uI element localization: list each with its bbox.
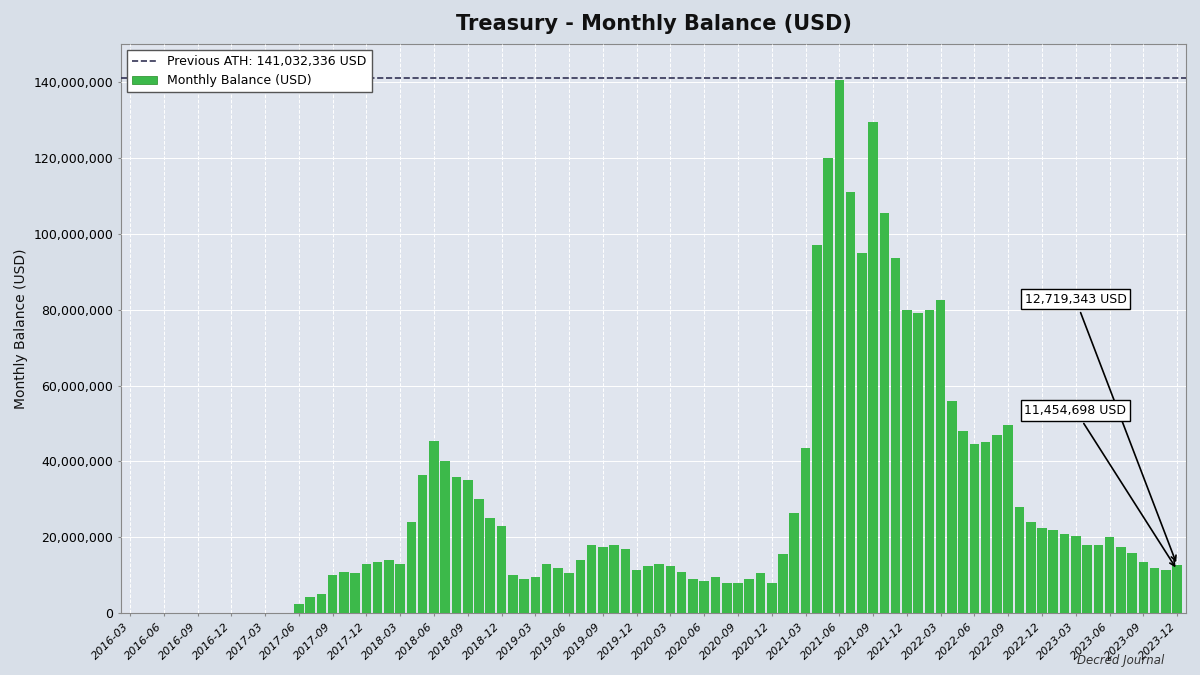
Bar <box>497 526 506 614</box>
Bar <box>959 431 968 614</box>
Bar <box>1026 522 1036 614</box>
Bar <box>564 574 574 614</box>
Bar <box>463 481 473 614</box>
Bar <box>418 475 427 614</box>
Bar <box>610 545 619 614</box>
Bar <box>474 500 484 614</box>
Bar <box>857 252 866 614</box>
Bar <box>350 574 360 614</box>
Bar <box>643 566 653 614</box>
Bar <box>553 568 563 614</box>
Bar <box>407 522 416 614</box>
Bar <box>710 577 720 614</box>
Bar <box>767 583 776 614</box>
Bar <box>632 570 642 614</box>
Text: 12,719,343 USD: 12,719,343 USD <box>1025 293 1176 561</box>
Bar <box>1162 570 1171 614</box>
Bar <box>1127 553 1136 614</box>
Bar <box>1003 425 1013 614</box>
Bar <box>779 554 788 614</box>
Y-axis label: Monthly Balance (USD): Monthly Balance (USD) <box>14 248 28 409</box>
Bar <box>1093 545 1103 614</box>
Bar <box>744 579 754 614</box>
Bar <box>1037 528 1046 614</box>
Bar <box>654 564 664 614</box>
Bar <box>880 213 889 614</box>
Title: Treasury - Monthly Balance (USD): Treasury - Monthly Balance (USD) <box>456 14 852 34</box>
Bar <box>384 560 394 614</box>
Bar <box>823 158 833 614</box>
Bar <box>598 547 607 614</box>
Bar <box>913 313 923 614</box>
Bar <box>756 574 766 614</box>
Bar <box>451 477 461 614</box>
Bar <box>890 259 900 614</box>
Bar <box>1049 530 1058 614</box>
Bar <box>677 572 686 614</box>
Bar <box>1105 537 1115 614</box>
Bar <box>992 435 1002 614</box>
Bar <box>576 560 586 614</box>
Bar <box>812 245 822 614</box>
Bar <box>1082 545 1092 614</box>
Bar <box>947 401 956 614</box>
Bar <box>1060 534 1069 614</box>
Bar <box>520 579 529 614</box>
Text: Decred Journal: Decred Journal <box>1076 654 1164 667</box>
Bar <box>733 583 743 614</box>
Bar <box>936 300 946 614</box>
Bar <box>440 462 450 614</box>
Bar <box>800 448 810 614</box>
Bar <box>361 564 371 614</box>
Bar <box>1139 562 1148 614</box>
Bar <box>980 443 990 614</box>
Bar <box>688 579 697 614</box>
Bar <box>1116 547 1126 614</box>
Bar <box>834 80 844 614</box>
Bar <box>305 597 314 614</box>
Bar <box>620 549 630 614</box>
Bar <box>722 583 732 614</box>
Bar <box>666 566 676 614</box>
Bar <box>846 192 856 614</box>
Bar <box>1070 535 1080 614</box>
Bar <box>587 545 596 614</box>
Bar <box>317 595 326 614</box>
Bar <box>328 575 337 614</box>
Bar <box>790 513 799 614</box>
Bar <box>508 575 517 614</box>
Bar <box>1150 568 1159 614</box>
Bar <box>530 577 540 614</box>
Bar <box>1172 565 1182 614</box>
Bar <box>486 518 496 614</box>
Bar <box>430 441 439 614</box>
Bar <box>294 604 304 614</box>
Bar <box>541 564 551 614</box>
Legend: Previous ATH: 141,032,336 USD, Monthly Balance (USD): Previous ATH: 141,032,336 USD, Monthly B… <box>127 50 372 92</box>
Bar <box>925 310 934 614</box>
Bar <box>340 572 349 614</box>
Bar <box>902 310 912 614</box>
Bar <box>373 562 383 614</box>
Bar <box>396 564 404 614</box>
Bar <box>970 444 979 614</box>
Text: 11,454,698 USD: 11,454,698 USD <box>1025 404 1175 566</box>
Bar <box>1015 507 1025 614</box>
Bar <box>700 581 709 614</box>
Bar <box>869 122 878 614</box>
